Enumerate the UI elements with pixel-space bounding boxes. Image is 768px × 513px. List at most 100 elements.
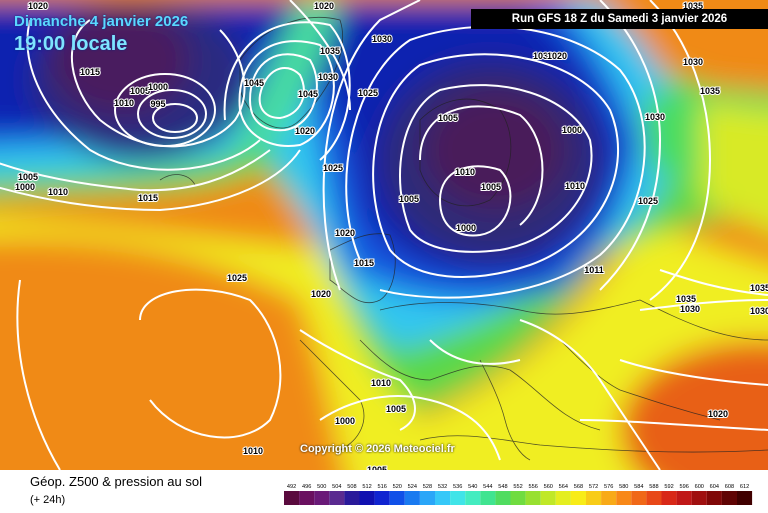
- isobar-label: 1015: [138, 193, 158, 203]
- legend-value: 496: [302, 484, 311, 490]
- coastlines: [159, 17, 768, 461]
- isobar-label: 1000: [15, 182, 35, 192]
- isobar-label: 1030: [533, 51, 553, 61]
- weather-map: 1020 1020 1035 1015 1010 1005 1000 995 1045 1045 1…: [0, 0, 768, 470]
- legend-value: 512: [362, 484, 371, 490]
- legend-swatch: [691, 491, 707, 505]
- isobar-label: 1025: [638, 196, 658, 206]
- legend-swatch: [510, 491, 526, 505]
- isobar-label: 1010: [114, 98, 134, 108]
- legend-swatch: [555, 491, 571, 505]
- isobar-label: 1010: [48, 187, 68, 197]
- legend-value: 524: [408, 484, 417, 490]
- color-legend: 492 496 500 504 508 512 516 520 524 528 532 536 540 5…: [284, 480, 754, 513]
- isobar-label: 1005: [367, 465, 387, 470]
- legend-swatch: [359, 491, 375, 505]
- legend-value: 516: [377, 484, 386, 490]
- product-title: Géop. Z500 & pression au sol: [30, 474, 202, 489]
- legend-value: 548: [498, 484, 507, 490]
- legend-value: 600: [695, 484, 704, 490]
- legend-swatch: [480, 491, 496, 505]
- isobar-label: 1010: [371, 378, 391, 388]
- isobar-label: 1005: [386, 404, 406, 414]
- legend-value: 492: [287, 484, 296, 490]
- isobar-label: 1015: [354, 258, 374, 268]
- legend-value: 536: [453, 484, 462, 490]
- legend-swatch: [465, 491, 481, 505]
- legend-swatch: [284, 491, 300, 505]
- legend-value: 588: [649, 484, 658, 490]
- isobar-label: 1010: [243, 446, 263, 456]
- isobar-label: 1000: [562, 125, 582, 135]
- legend-value: 560: [544, 484, 553, 490]
- legend-swatch: [737, 491, 753, 505]
- legend-swatch: [389, 491, 405, 505]
- legend-swatch: [450, 491, 466, 505]
- legend-swatch: [616, 491, 632, 505]
- legend-swatch: [661, 491, 677, 505]
- isobar-label: 1030: [372, 34, 392, 44]
- isobar-label: 1005: [399, 194, 419, 204]
- legend-value: 544: [483, 484, 492, 490]
- legend-value: 608: [725, 484, 734, 490]
- legend-value: 580: [619, 484, 628, 490]
- legend-value: 556: [528, 484, 537, 490]
- copyright-notice: Copyright © 2026 Meteociel.fr: [300, 443, 455, 455]
- isobar-label: 1020: [708, 409, 728, 419]
- isobar-label: 1045: [244, 78, 264, 88]
- legend-swatch: [435, 491, 451, 505]
- isobar-label: 1030: [318, 72, 338, 82]
- legend-value: 572: [589, 484, 598, 490]
- legend-swatch: [374, 491, 390, 505]
- isobar-label: 1010: [565, 181, 585, 191]
- isobar-label: 1035: [676, 294, 696, 304]
- legend-value: 576: [604, 484, 613, 490]
- legend-swatch: [419, 491, 435, 505]
- isobar-label: 1020: [547, 51, 567, 61]
- isobar-label: 1035: [700, 86, 720, 96]
- isobar-label: 1011: [584, 265, 604, 275]
- legend-swatch: [329, 491, 345, 505]
- legend-swatch: [570, 491, 586, 505]
- legend-value: 568: [574, 484, 583, 490]
- valid-time: 19:00 locale: [14, 33, 128, 55]
- legend-swatch: [495, 491, 511, 505]
- isobar-label: 1010: [455, 167, 475, 177]
- isobar-label: 995: [150, 99, 165, 109]
- legend-value: 584: [634, 484, 643, 490]
- isobar-label: 1000: [456, 223, 476, 233]
- isobar-label: 1020: [311, 289, 331, 299]
- legend-swatch: [404, 491, 420, 505]
- legend-value: 500: [317, 484, 326, 490]
- model-run-label: Run GFS 18 Z du Samedi 3 janvier 2026: [471, 9, 768, 29]
- legend-value: 552: [513, 484, 522, 490]
- isobar-label: 1030: [683, 57, 703, 67]
- isobar-label: 1030: [680, 304, 700, 314]
- isobar-labels: 1020 1020 10351015101010051000995104510451…: [14, 0, 768, 470]
- legend-value: 508: [347, 484, 356, 490]
- legend-value: 612: [740, 484, 749, 490]
- legend-swatch: [646, 491, 662, 505]
- isobar-label: 1020: [28, 1, 48, 11]
- isobar-label: 1000: [335, 416, 355, 426]
- isobar-label: 1030: [645, 112, 665, 122]
- isobar-label: 1015: [80, 67, 100, 77]
- legend-value: 604: [710, 484, 719, 490]
- legend-swatch: [706, 491, 722, 505]
- isobar-label: 1030: [750, 306, 768, 316]
- isobar-label: 1020: [314, 1, 334, 11]
- legend-swatch: [601, 491, 617, 505]
- legend-swatch: [525, 491, 541, 505]
- legend-value: 520: [393, 484, 402, 490]
- legend-swatch: [586, 491, 602, 505]
- isobars: [0, 0, 768, 470]
- isobar-label: 1020: [295, 126, 315, 136]
- legend-value: 528: [423, 484, 432, 490]
- isobar-label: 1035: [320, 46, 340, 56]
- legend-swatch: [344, 491, 360, 505]
- legend-swatch: [631, 491, 647, 505]
- legend-swatch: [314, 491, 330, 505]
- legend-value: 564: [559, 484, 568, 490]
- isobar-label: 1025: [358, 88, 378, 98]
- legend-swatch: [676, 491, 692, 505]
